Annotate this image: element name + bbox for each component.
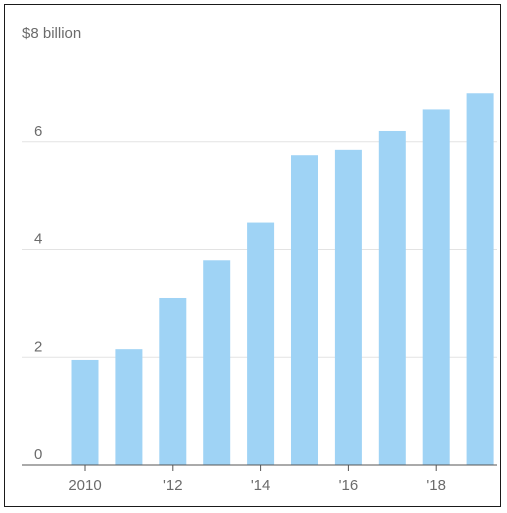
bars (71, 93, 494, 466)
bar-2010 (71, 359, 99, 465)
bar-2014 (247, 222, 275, 465)
x-tick-label: '18 (426, 477, 446, 494)
x-tick-label: '14 (251, 477, 271, 494)
bar-2015 (291, 155, 318, 465)
bar-2016 (334, 149, 362, 466)
x-tick-label: '12 (163, 477, 183, 494)
x-tick-label: '16 (339, 477, 359, 494)
x-tick-label: 2010 (68, 477, 101, 494)
axes: 0 2 4 6 2010 '12 '14 '16 '18 (22, 123, 497, 494)
bar-2018 (422, 109, 450, 466)
bar-2013 (203, 260, 231, 465)
bar-2012 (159, 297, 187, 465)
bar-2019 (466, 93, 494, 465)
y-tick-label: 0 (34, 446, 42, 463)
y-tick-label: 6 (34, 123, 42, 140)
y-axis-unit-label: $8 billion (22, 25, 81, 42)
y-tick-label: 2 (34, 338, 42, 355)
bar-2011 (115, 349, 143, 465)
y-tick-label: 4 (34, 231, 42, 248)
bar-2017 (378, 130, 406, 465)
